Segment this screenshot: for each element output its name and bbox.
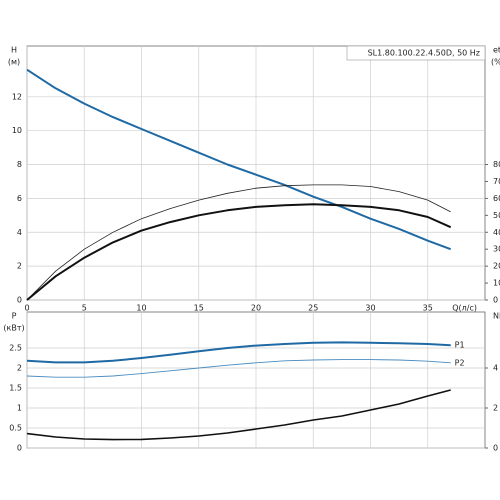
y-tick-label: 2 xyxy=(17,364,22,373)
y-tick-label: 1.5 xyxy=(9,384,22,393)
y2-tick-label: 30 xyxy=(493,245,500,254)
y-tick-label: 0.5 xyxy=(9,424,22,433)
curve xyxy=(26,184,451,301)
y2-axis-label: NPSH xyxy=(493,312,500,321)
y-axis-unit: (кВт) xyxy=(3,324,24,333)
curve xyxy=(26,341,451,364)
y2-tick-label: 20 xyxy=(493,262,500,271)
y2-tick-label: 0 xyxy=(493,444,498,453)
y2-tick-label: 2 xyxy=(493,404,498,413)
y-axis-label: H xyxy=(11,46,17,55)
y-tick-label: 0 xyxy=(17,444,22,453)
x-tick-label: 5 xyxy=(82,304,87,313)
x-axis-label: Q(л/с) xyxy=(452,304,477,313)
series-label: P1 xyxy=(455,341,465,350)
y-tick-label: 12 xyxy=(12,92,22,101)
y2-tick-label: 70 xyxy=(493,177,500,186)
x-tick-label: 10 xyxy=(136,304,146,313)
chart-title: SL1.80.100.22.4.50D, 50 Hz xyxy=(368,49,480,58)
y2-tick-label: 50 xyxy=(493,211,500,220)
y2-axis-unit: (%) xyxy=(491,58,500,67)
y-tick-label: 2.5 xyxy=(9,344,22,353)
series-label: P2 xyxy=(455,358,465,367)
title-box xyxy=(346,45,486,61)
y2-axis-label: eta xyxy=(493,46,500,55)
y2-tick-label: 80 xyxy=(493,160,500,169)
y-tick-label: 8 xyxy=(17,160,22,169)
y-axis-label: P xyxy=(12,312,17,321)
curve xyxy=(26,389,451,441)
curve xyxy=(26,203,452,301)
curve xyxy=(26,359,451,378)
x-tick-label: 0 xyxy=(24,304,29,313)
y2-tick-label: 60 xyxy=(493,194,500,203)
y-tick-label: 4 xyxy=(17,228,22,237)
y-tick-label: 6 xyxy=(17,194,22,203)
y2-tick-label: 0 xyxy=(493,296,498,305)
x-tick-label: 25 xyxy=(308,304,318,313)
y-axis-unit: (м) xyxy=(8,58,20,67)
x-tick-label: 20 xyxy=(251,304,261,313)
y-tick-label: 0 xyxy=(17,296,22,305)
y-tick-label: 10 xyxy=(12,126,22,135)
y2-tick-label: 40 xyxy=(493,228,500,237)
y2-tick-label: 4 xyxy=(493,364,498,373)
y2-tick-label: 10 xyxy=(493,279,500,288)
y-tick-label: 2 xyxy=(17,262,22,271)
x-tick-label: 15 xyxy=(194,304,204,313)
x-tick-label: 35 xyxy=(423,304,433,313)
y-tick-label: 1 xyxy=(17,404,22,413)
curve xyxy=(26,68,452,251)
x-tick-label: 30 xyxy=(365,304,375,313)
